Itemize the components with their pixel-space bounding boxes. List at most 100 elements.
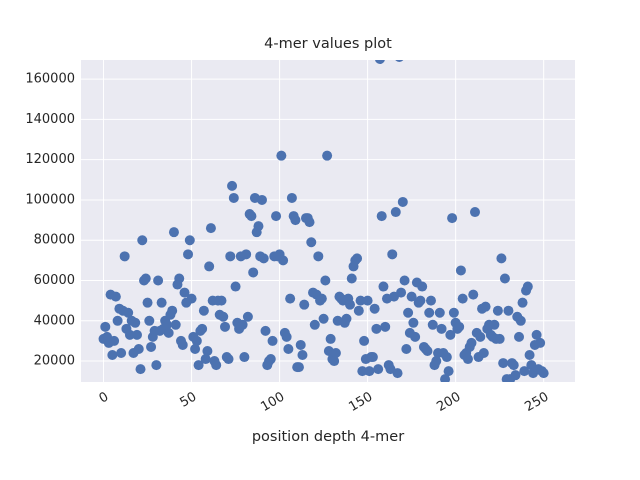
point: [470, 207, 481, 218]
point: [124, 329, 135, 340]
point: [489, 319, 500, 330]
point: [211, 360, 222, 371]
point: [228, 192, 239, 203]
x-tick-label: 50: [177, 390, 199, 411]
point: [508, 360, 519, 371]
point: [462, 354, 473, 365]
point: [406, 291, 417, 302]
point: [190, 343, 201, 354]
point: [119, 251, 130, 262]
point: [170, 319, 181, 330]
point: [466, 337, 477, 348]
point: [322, 150, 333, 161]
point: [318, 313, 329, 324]
point: [519, 366, 530, 377]
point: [168, 227, 179, 238]
point: [425, 295, 436, 306]
point: [248, 267, 259, 278]
point: [286, 192, 297, 203]
point: [436, 323, 447, 334]
point: [330, 348, 341, 359]
point: [499, 273, 510, 284]
point: [142, 297, 153, 308]
point: [267, 335, 278, 346]
point: [403, 307, 414, 318]
point: [408, 317, 419, 328]
point: [362, 295, 373, 306]
point: [441, 352, 452, 363]
point: [535, 337, 546, 348]
point: [375, 60, 385, 64]
point: [202, 345, 213, 356]
point: [415, 295, 426, 306]
point: [440, 374, 451, 382]
point: [241, 249, 252, 260]
point: [144, 315, 155, 326]
point: [492, 305, 503, 316]
point: [422, 345, 433, 356]
point: [399, 275, 410, 286]
point: [355, 295, 366, 306]
point: [260, 325, 271, 336]
point: [225, 251, 236, 262]
point: [161, 319, 172, 330]
point: [357, 366, 368, 377]
point: [205, 223, 216, 234]
point: [392, 368, 403, 379]
point: [345, 299, 356, 310]
point: [341, 313, 352, 324]
point: [227, 180, 238, 191]
point: [276, 150, 287, 161]
point: [112, 315, 123, 326]
point: [253, 221, 264, 232]
point: [237, 319, 248, 330]
point: [390, 207, 401, 218]
point: [146, 341, 157, 352]
point: [378, 281, 389, 292]
point: [137, 235, 148, 246]
point: [329, 356, 340, 367]
point: [306, 237, 317, 248]
point: [468, 289, 479, 300]
x-tick-label: 0: [97, 390, 112, 407]
point: [179, 287, 190, 298]
point: [352, 253, 363, 264]
point: [281, 331, 292, 342]
x-tick-label: 150: [346, 390, 375, 415]
point: [367, 352, 378, 363]
point: [151, 360, 162, 371]
point: [417, 281, 428, 292]
point: [246, 211, 257, 222]
point: [376, 211, 387, 222]
point: [198, 305, 209, 316]
point: [480, 301, 491, 312]
point: [297, 350, 308, 361]
point: [498, 358, 509, 369]
point: [123, 307, 134, 318]
point: [538, 368, 549, 379]
point: [524, 350, 535, 361]
point: [299, 299, 310, 310]
point: [290, 215, 301, 226]
point: [395, 60, 404, 62]
point: [373, 364, 384, 375]
point: [230, 281, 241, 292]
point: [522, 281, 533, 292]
point: [478, 348, 489, 359]
point: [427, 319, 438, 330]
point: [220, 321, 231, 332]
point: [130, 317, 141, 328]
point: [184, 235, 195, 246]
point: [167, 305, 178, 316]
point: [107, 350, 118, 361]
point: [110, 291, 121, 302]
point: [197, 323, 208, 334]
point: [100, 321, 111, 332]
x-tick-label: 100: [258, 390, 287, 415]
point: [204, 261, 215, 272]
y-tick-label: 20000: [34, 354, 75, 369]
y-tick-label: 40000: [34, 313, 75, 328]
point: [510, 370, 521, 381]
point: [346, 273, 357, 284]
point: [271, 211, 282, 222]
